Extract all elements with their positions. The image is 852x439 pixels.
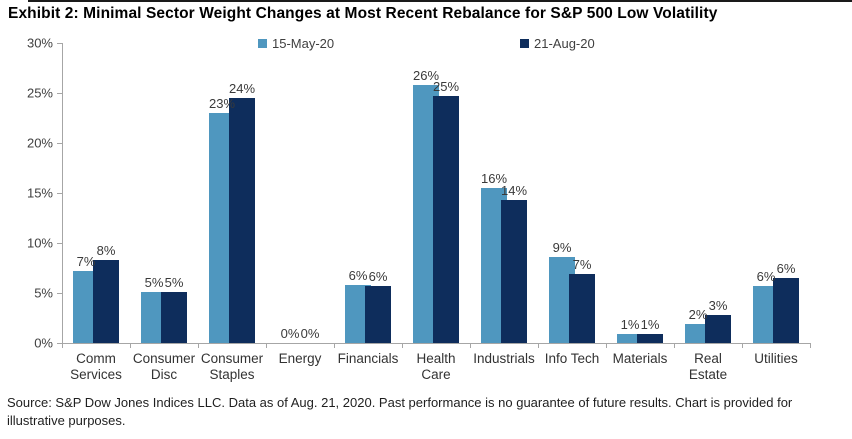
bar-value-label: 9%: [552, 240, 572, 255]
x-axis-category-label: Consumer Disc: [132, 351, 196, 382]
x-axis-tick: [130, 343, 131, 348]
x-axis-tick: [674, 343, 675, 348]
legend-label-aug: 21-Aug-20: [534, 36, 595, 51]
bar-21-Aug-20-info-tech: [569, 274, 595, 343]
y-axis-line: [62, 43, 63, 344]
x-axis-tick: [470, 343, 471, 348]
x-axis-category-label: Real Estate: [688, 351, 728, 382]
x-axis-tick: [198, 343, 199, 348]
bar-value-label: 16%: [480, 171, 508, 186]
bar-value-label: 2%: [688, 307, 708, 322]
bar-21-Aug-20-health-care: [433, 96, 459, 343]
y-axis-tick: [57, 93, 62, 94]
y-axis-tick: [57, 343, 62, 344]
bar-15-May-20-real-estate: [685, 324, 711, 343]
y-axis-tick-label: 5%: [34, 285, 53, 301]
top-border-rule: [28, 0, 852, 2]
legend-item-aug: 21-Aug-20: [520, 36, 595, 51]
bar-21-Aug-20-industrials: [501, 200, 527, 343]
bar-value-label: 3%: [708, 298, 728, 313]
bar-value-label: 25%: [432, 79, 460, 94]
bar-21-Aug-20-financials: [365, 286, 391, 343]
bar-value-label: 7%: [572, 257, 592, 272]
y-axis-tick-label: 15%: [26, 185, 53, 201]
x-axis-category-label: Comm Services: [70, 351, 122, 382]
x-axis-tick: [402, 343, 403, 348]
bar-15-May-20-materials: [617, 334, 643, 343]
y-axis-tick: [57, 193, 62, 194]
bar-value-label: 8%: [96, 243, 116, 258]
x-axis-tick: [266, 343, 267, 348]
chart-title: Exhibit 2: Minimal Sector Weight Changes…: [8, 5, 718, 22]
bar-value-label: 23%: [208, 96, 236, 111]
bar-21-Aug-20-comm-services: [93, 260, 119, 343]
bar-21-Aug-20-consumer-staples: [229, 98, 255, 343]
bar-value-label: 5%: [164, 275, 184, 290]
x-axis-category-label: Consumer Staples: [200, 351, 264, 382]
bar-21-Aug-20-real-estate: [705, 315, 731, 343]
bar-value-label: 6%: [368, 269, 388, 284]
x-axis-category-label: Health Care: [416, 351, 456, 382]
x-axis-category-label: Info Tech: [544, 351, 600, 366]
x-axis-tick: [538, 343, 539, 348]
y-axis-tick: [57, 143, 62, 144]
y-axis-tick-label: 20%: [26, 135, 53, 151]
x-axis-category-label: Industrials: [473, 351, 535, 366]
bar-value-label: 6%: [756, 269, 776, 284]
bar-value-label: 26%: [412, 68, 440, 83]
x-axis-tick: [62, 343, 63, 348]
bar-21-Aug-20-consumer-disc: [161, 292, 187, 343]
x-axis-category-label: Utilities: [754, 351, 798, 366]
bar-value-label: 6%: [348, 268, 368, 283]
y-axis-tick: [57, 243, 62, 244]
x-axis-category-label: Energy: [278, 351, 322, 366]
legend-item-may: 15-May-20: [258, 36, 334, 51]
x-axis-category-label: Financials: [337, 351, 399, 366]
x-axis-line: [62, 343, 810, 344]
bar-value-label: 0%: [300, 326, 320, 341]
legend-label-may: 15-May-20: [272, 36, 335, 51]
bar-21-Aug-20-materials: [637, 334, 663, 343]
y-axis-tick: [57, 43, 62, 44]
source-note: Source: S&P Dow Jones Indices LLC. Data …: [7, 395, 793, 428]
bar-value-label: 5%: [144, 275, 164, 290]
legend-swatch-aug-icon: [520, 39, 529, 48]
bar-value-label: 14%: [500, 183, 528, 198]
x-axis-tick: [334, 343, 335, 348]
bar-21-Aug-20-utilities: [773, 278, 799, 343]
y-axis-tick-label: 10%: [26, 235, 53, 251]
x-axis-tick: [810, 343, 811, 348]
bar-value-label: 6%: [776, 261, 796, 276]
x-axis-tick: [606, 343, 607, 348]
bar-value-label: 1%: [620, 317, 640, 332]
bar-value-label: 0%: [280, 326, 300, 341]
y-axis-tick-label: 25%: [26, 85, 53, 101]
y-axis-tick: [57, 293, 62, 294]
bar-value-label: 24%: [228, 81, 256, 96]
y-axis-tick-label: 0%: [34, 335, 53, 351]
legend-swatch-may-icon: [258, 39, 267, 48]
y-axis-tick-label: 30%: [26, 35, 53, 51]
x-axis-category-label: Materials: [612, 351, 668, 366]
x-axis-tick: [742, 343, 743, 348]
bar-value-label: 7%: [76, 254, 96, 269]
bar-value-label: 1%: [640, 317, 660, 332]
